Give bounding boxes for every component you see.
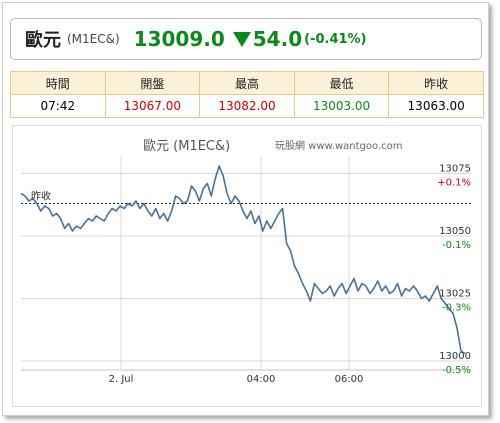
quote-table-header-row: 時間 開盤 最高 最低 昨收 [10,71,484,95]
quote-table: 時間 開盤 最高 最低 昨收 07:42 13067.00 13082.00 1… [10,71,484,118]
series-line [20,165,466,355]
last-price: 13009.0 [133,27,225,51]
series-layer [20,165,466,355]
y-axis-labels: 13075 +0.1% 13050 -0.1% 13025 -0.3% 13000 -0.5% [437,164,471,377]
y-tick-label: 13000 [439,351,471,362]
value-time: 07:42 [10,94,106,118]
x-tick-label: 2. Jul [109,374,134,385]
header-low: 最低 [293,71,390,95]
chart-grid [21,156,471,371]
chart-title: 歐元 (M1EC&) [143,139,230,154]
quote-table-value-row: 07:42 13067.00 13082.00 13003.00 13063.0… [10,94,484,118]
header-prev-close: 昨收 [388,71,484,95]
intraday-line-chart: 歐元 (M1EC&) 玩股網 www.wantgoo.com 13075 +0.1… [20,139,471,385]
prev-close-label: 昨收 [31,190,51,203]
y-tick-percent: -0.3% [442,303,471,314]
y-tick-percent: -0.1% [442,240,471,251]
value-open: 13067.00 [104,94,201,118]
x-tick-label: 04:00 [247,374,276,385]
y-tick-label: 13050 [439,226,471,237]
y-tick-percent: -0.5% [442,365,471,376]
y-tick-label: 13075 [439,164,471,175]
quote-header: 歐元 (M1EC&) 13009.0 54.0 (-0.41%) [10,18,482,60]
y-tick-label: 13025 [439,289,471,300]
chart-site-label: 玩股網 www.wantgoo.com [275,139,403,152]
value-prev-close: 13063.00 [388,94,484,118]
x-tick-label: 06:00 [335,374,364,385]
chart-panel: 歐元 (M1EC&) 玩股網 www.wantgoo.com 13075 +0.1… [12,125,482,407]
instrument-name: 歐元 [25,30,61,51]
price-change: 54.0 [252,27,303,51]
y-tick-percent: +0.1% [437,178,471,189]
price-change-percent: (-0.41%) [304,31,367,47]
instrument-code: (M1EC&) [67,32,120,46]
header-time: 時間 [10,71,106,95]
x-axis-labels: 2. Jul 04:00 06:00 [109,374,364,385]
value-high: 13082.00 [199,94,295,118]
value-low: 13003.00 [293,94,390,118]
header-open: 開盤 [104,71,201,95]
down-triangle-icon [232,31,251,47]
header-high: 最高 [199,71,295,95]
